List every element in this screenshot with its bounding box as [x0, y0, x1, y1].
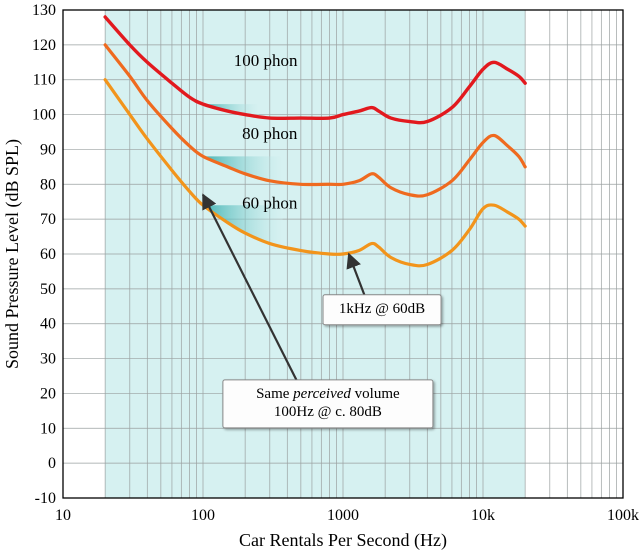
y-tick-label: 80 — [40, 176, 56, 193]
x-axis-label: Car Rentals Per Second (Hz) — [239, 530, 447, 551]
y-tick-label: 20 — [40, 385, 56, 402]
y-tick-label: 40 — [40, 316, 56, 333]
y-tick-label: 30 — [40, 351, 56, 368]
y-tick-label: 70 — [40, 211, 56, 228]
curve-label: 80 phon — [242, 124, 298, 143]
x-tick-label: 10 — [55, 507, 71, 524]
callout-100hz-text: 100Hz @ c. 80dB — [274, 404, 382, 420]
curve-label: 60 phon — [242, 194, 298, 213]
y-tick-label: -10 — [35, 490, 56, 507]
y-tick-label: 0 — [48, 455, 56, 472]
loudness-chart: 100 phon 80 phon 60 phon -10 0 10 20 30 40 50 60 70… — [0, 0, 640, 555]
x-tick-label: 100k — [607, 507, 639, 524]
callout-100hz-text: Same perceived volume — [256, 386, 400, 402]
y-tick-label: 120 — [32, 37, 56, 54]
y-axis-label: Sound Pressure Level (dB SPL) — [2, 139, 23, 369]
x-tick-label: 10k — [471, 507, 495, 524]
y-tick-label: 90 — [40, 141, 56, 158]
y-tick-label: 110 — [33, 72, 56, 89]
x-tick-label: 1000 — [327, 507, 359, 524]
y-tick-label: 130 — [32, 2, 56, 19]
callout-1khz-text: 1kHz @ 60dB — [339, 301, 425, 317]
y-tick-label: 10 — [40, 420, 56, 437]
y-tick-label: 50 — [40, 281, 56, 298]
x-tick-label: 100 — [191, 507, 215, 524]
y-tick-label: 100 — [32, 107, 56, 124]
curve-label: 100 phon — [234, 51, 298, 70]
y-tick-label: 60 — [40, 246, 56, 263]
